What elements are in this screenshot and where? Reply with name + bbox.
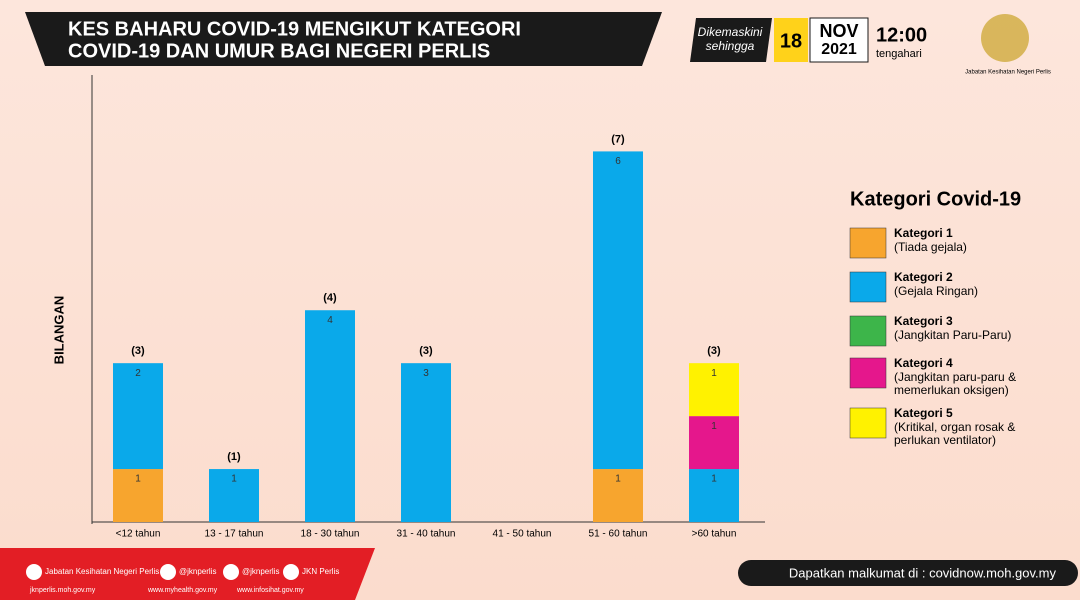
x-tick-label: <12 tahun xyxy=(116,529,161,540)
legend-description: (Jangkitan Paru-Paru) xyxy=(894,328,1011,342)
website: www.infosihat.gov.my xyxy=(236,587,304,594)
legend-name: Kategori 5 xyxy=(894,406,953,420)
legend-swatch xyxy=(849,315,887,347)
title: KES BAHARU COVID-19 MENGIKUT KATEGORI xyxy=(68,18,521,40)
segment-label: 6 xyxy=(615,156,621,167)
update-month: NOV xyxy=(819,21,858,41)
update-day: 18 xyxy=(780,30,802,52)
update-box xyxy=(690,18,772,62)
social-icon xyxy=(160,564,176,580)
total-label: (3) xyxy=(707,345,721,357)
total-label: (1) xyxy=(227,451,241,463)
legend-description: (Gejala Ringan) xyxy=(894,284,978,298)
footer-banner xyxy=(0,548,375,600)
title-banner xyxy=(25,12,662,66)
logo-caption: Jabatan Kesihatan Negeri Perlis xyxy=(965,70,1051,76)
legend-swatch xyxy=(849,407,887,439)
social-handle: @jknperlis xyxy=(179,567,216,576)
legend-description: (Jangkitan paru-paru & xyxy=(894,370,1016,384)
footer-info-bar xyxy=(738,560,1078,586)
total-label: (7) xyxy=(611,133,625,145)
legend-swatch xyxy=(849,227,887,259)
bar-segment xyxy=(689,469,739,522)
x-tick-label: 51 - 60 tahun xyxy=(589,529,648,540)
bar-segment xyxy=(689,416,739,470)
segment-label: 1 xyxy=(711,474,717,485)
legend-description: memerlukan oksigen) xyxy=(894,383,1009,397)
total-label: (3) xyxy=(419,345,433,357)
x-tick-label: 18 - 30 tahun xyxy=(301,529,360,540)
segment-label: 3 xyxy=(423,368,429,379)
legend-swatch xyxy=(849,271,887,303)
bar-segment xyxy=(401,363,451,522)
bar-segment xyxy=(113,363,163,470)
segment-label: 1 xyxy=(711,421,717,432)
social-handle: @jknperlis xyxy=(242,567,279,576)
bar-segment xyxy=(689,363,739,417)
month-box xyxy=(809,17,869,63)
segment-label: 4 xyxy=(327,315,333,326)
legend-name: Kategori 3 xyxy=(894,314,953,328)
update-year: 2021 xyxy=(821,41,857,58)
update-label: Dikemaskini xyxy=(698,25,763,39)
legend-name: Kategori 4 xyxy=(894,356,953,370)
bar-segment xyxy=(593,151,643,470)
legend-description: (Kritikal, organ rosak & xyxy=(894,420,1015,434)
legend-title: Kategori Covid-19 xyxy=(850,188,1021,210)
bar-segment xyxy=(305,310,355,522)
total-label: (4) xyxy=(323,292,337,304)
x-tick-label: 41 - 50 tahun xyxy=(493,529,552,540)
footer-info: Dapatkan malkumat di : covidnow.moh.gov.… xyxy=(789,565,1057,580)
segment-label: 2 xyxy=(135,368,141,379)
legend-name: Kategori 2 xyxy=(894,270,953,284)
legend-name: Kategori 1 xyxy=(894,226,953,240)
segment-label: 1 xyxy=(135,474,141,485)
social-handle: JKN Perlis xyxy=(302,567,339,576)
x-tick-label: 13 - 17 tahun xyxy=(205,529,264,540)
update-time: 12:00 xyxy=(876,24,927,46)
day-box xyxy=(774,18,808,62)
social-handle: Jabatan Kesihatan Negeri Perlis xyxy=(45,567,159,576)
bar-segment xyxy=(593,469,643,522)
social-icon xyxy=(283,564,299,580)
segment-label: 1 xyxy=(711,368,717,379)
segment-label: 1 xyxy=(615,474,621,485)
legend-description: (Tiada gejala) xyxy=(894,240,967,254)
total-label: (3) xyxy=(131,345,145,357)
legend-swatch xyxy=(849,357,887,389)
bar-segment xyxy=(113,469,163,522)
bar-segment xyxy=(209,469,259,522)
segment-label: 1 xyxy=(231,474,237,485)
title: COVID-19 DAN UMUR BAGI NEGERI PERLIS xyxy=(68,40,490,62)
website: jknperlis.moh.gov.my xyxy=(29,587,96,594)
social-icon xyxy=(26,564,42,580)
legend-description: perlukan ventilator) xyxy=(894,433,996,447)
update-label: sehingga xyxy=(706,39,755,53)
update-period: tengahari xyxy=(876,48,922,60)
social-icon xyxy=(223,564,239,580)
website: www.myhealth.gov.my xyxy=(147,587,218,594)
x-tick-label: 31 - 40 tahun xyxy=(397,529,456,540)
x-tick-label: >60 tahun xyxy=(692,529,737,540)
y-axis-label: BILANGAN xyxy=(51,296,66,365)
logo xyxy=(981,14,1029,62)
